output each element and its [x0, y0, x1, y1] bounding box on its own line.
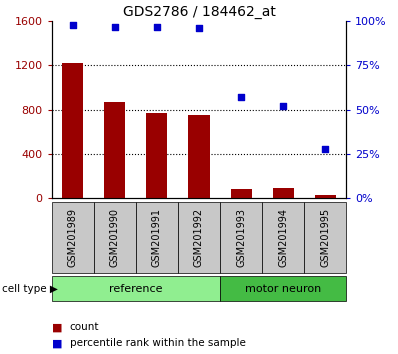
Text: GSM201995: GSM201995: [320, 207, 330, 267]
Text: percentile rank within the sample: percentile rank within the sample: [70, 338, 246, 348]
Bar: [62, 63, 83, 198]
Text: GSM201989: GSM201989: [68, 208, 78, 267]
Text: GSM201990: GSM201990: [110, 208, 120, 267]
Bar: [304, 202, 346, 273]
Text: ■: ■: [52, 338, 62, 348]
Bar: [104, 102, 125, 198]
Point: [238, 95, 244, 100]
Text: GSM201993: GSM201993: [236, 208, 246, 267]
Text: GSM201992: GSM201992: [194, 207, 204, 267]
Text: count: count: [70, 322, 99, 332]
Point: [70, 22, 76, 28]
Bar: [178, 202, 220, 273]
Bar: [262, 202, 304, 273]
Bar: [52, 276, 220, 301]
Bar: [136, 202, 178, 273]
Bar: [189, 115, 209, 198]
Text: GSM201994: GSM201994: [278, 208, 288, 267]
Bar: [273, 188, 294, 198]
Bar: [52, 202, 94, 273]
Point: [154, 24, 160, 29]
Bar: [230, 189, 252, 198]
Point: [196, 25, 202, 31]
Bar: [220, 202, 262, 273]
Point: [280, 103, 286, 109]
Text: GSM201991: GSM201991: [152, 208, 162, 267]
Title: GDS2786 / 184462_at: GDS2786 / 184462_at: [123, 5, 275, 19]
Bar: [315, 195, 336, 198]
Text: cell type ▶: cell type ▶: [2, 284, 58, 293]
Bar: [146, 113, 168, 198]
Bar: [94, 202, 136, 273]
Text: reference: reference: [109, 284, 163, 293]
Text: motor neuron: motor neuron: [245, 284, 321, 293]
Point: [112, 24, 118, 29]
Text: ■: ■: [52, 322, 62, 332]
Point: [322, 146, 328, 152]
Bar: [220, 276, 346, 301]
